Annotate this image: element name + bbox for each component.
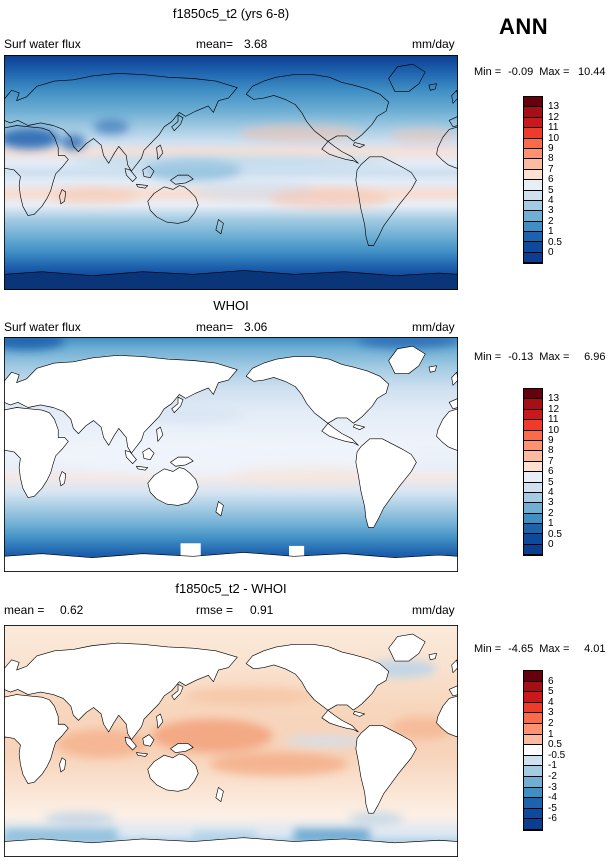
colorbar-tick-label: 10 [548,132,560,144]
colorbar-tick-label: 8 [548,445,554,457]
max-label: Max = [539,351,570,363]
min-value: -4.65 [508,643,534,655]
panel2-title: WHOI [213,298,249,313]
colorbar-tick-label: 4 [548,487,554,498]
panel1-mean-value: 3.68 [244,37,268,51]
panel2-colorbar: 13 12 11 10 9 8 7 6 5 4 3 2 1 0.5 0 [523,388,562,557]
colorbar-tick-label: 12 [548,111,560,123]
panel2-mean-value: 3.06 [244,320,268,334]
panel2-units-label: mm/day [412,320,455,334]
colorbar-tick-label: 12 [548,403,560,415]
colorbar-tick-label: -5 [548,802,557,814]
colorbar-tick-label: -2 [548,771,557,782]
max-value: 4.01 [584,643,606,655]
min-label: Min = [474,66,502,78]
map-obs [4,337,458,572]
colorbar-tick-label: 2 [548,718,554,729]
panel3-rmse-value: 0.91 [250,603,274,617]
colorbar-tick-label: 0.5 [548,528,562,540]
map-border [4,55,458,290]
colorbar-tick-label: 7 [548,455,554,467]
colorbar-tick-label: 11 [548,414,559,426]
map-border [4,337,458,572]
panel3-mean-value: 0.62 [60,603,84,617]
panel1-mean-label: mean= [196,37,234,51]
colorbar-tick-label: -0.5 [548,749,566,761]
colorbar-tick-label: 13 [548,393,560,405]
colorbar-tick-label: 1 [548,518,554,530]
panel3-mean-label: mean = [4,603,45,617]
min-label: Min = [474,643,502,655]
min-value: -0.09 [508,66,534,78]
colorbar-tick-label: 5 [548,686,554,698]
colorbar-tick-label: 5 [548,184,554,196]
map-border [4,625,458,857]
colorbar-tick-label: 2 [548,507,554,519]
panel3-units-label: mm/day [412,603,455,617]
colorbar-tick-label: 13 [548,101,560,113]
colorbar-tick-label: 4 [548,696,554,708]
max-label: Max = [539,66,570,78]
season-label: ANN [499,14,549,39]
map-diff [4,625,458,857]
colorbar-tick-label: -4 [548,792,557,804]
min-value: -0.13 [508,351,534,363]
colorbar-tick-label: 5 [548,476,554,488]
colorbar-tick-label: 0.5 [548,236,562,248]
colorbar-tick-label: 0.5 [548,739,562,751]
panel1-minmax-readout: Min = -0.09 Max = 10.44 [474,66,605,78]
colorbar-tick-label: 3 [548,205,554,217]
map-model-svg [4,55,458,290]
colorbar-tick-label: 7 [548,163,554,175]
colorbar-tick-label: 8 [548,153,554,165]
panel3-title: f1850c5_t2 - WHOI [175,581,287,596]
colorbar-tick-label: 0 [548,539,554,550]
colorbar-tick-label: -1 [548,760,557,772]
colorbar-tick-label: 1 [548,226,554,238]
max-value: 6.96 [584,351,606,363]
panel3-colorbar: 6 5 4 3 2 1 0.5 -0.5 -1 -2 -3 -4 -5 -6 [523,670,565,831]
colorbar-tick-label: -3 [548,781,557,793]
colorbar-tick-label: -6 [548,813,557,825]
panel1-units-label: mm/day [412,37,455,51]
map-model-field-blobs [4,118,456,210]
max-value: 10.44 [577,66,606,78]
colorbar-tick-label: 9 [548,143,554,154]
colorbar-tick-label: 9 [548,435,554,446]
min-label: Min = [474,351,502,363]
panel2-mean-label: mean= [196,320,234,334]
colorbar-tick-label: 6 [548,466,554,478]
colorbar-tick-label: 0 [548,247,554,258]
panel3-rmse-label: rmse = [196,603,234,617]
colorbar-tick-label: 6 [548,174,554,186]
map-obs-svg [4,337,458,572]
max-label: Max = [539,643,570,655]
colorbar-tick-label: 1 [548,728,554,740]
colorbar-tick-label: 3 [548,707,554,719]
colorbar-tick-label: 6 [548,675,554,687]
panel2-variable-label: Surf water flux [4,320,81,334]
colorbar-tick-label: 3 [548,497,554,509]
colorbar-tick-label: 10 [548,424,560,436]
panel1-variable-label: Surf water flux [4,37,81,51]
panel1-title: f1850c5_t2 (yrs 6-8) [172,6,290,21]
map-model [4,55,458,290]
panel2-minmax-readout: Min = -0.13 Max = 6.96 [474,351,605,363]
colorbar-tick-label: 11 [548,122,559,134]
panel3-minmax-readout: Min = -4.65 Max = 4.01 [474,643,605,655]
panel1-colorbar: 13 12 11 10 9 8 7 6 5 4 3 2 1 0.5 0 [523,96,562,265]
missing-data-notch [180,543,201,557]
colorbar-tick-label: 2 [548,215,554,227]
missing-data-notch [289,545,305,557]
colorbar-tick-label: 4 [548,195,554,206]
map-diff-svg [4,625,458,857]
